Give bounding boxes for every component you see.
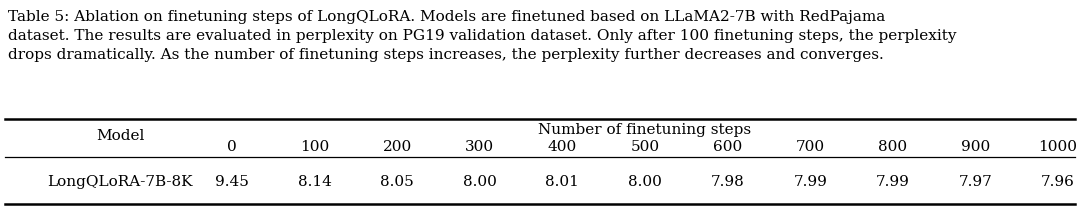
Text: 7.97: 7.97: [959, 175, 993, 189]
Text: 8.00: 8.00: [463, 175, 497, 189]
Text: 7.98: 7.98: [711, 175, 744, 189]
Text: 8.00: 8.00: [629, 175, 662, 189]
Text: 400: 400: [548, 140, 577, 154]
Text: dataset. The results are evaluated in perplexity on PG19 validation dataset. Onl: dataset. The results are evaluated in pe…: [8, 29, 957, 43]
Text: 1000: 1000: [1039, 140, 1078, 154]
Text: 600: 600: [713, 140, 742, 154]
Text: 8.01: 8.01: [545, 175, 579, 189]
Text: Table 5: Ablation on finetuning steps of LongQLoRA. Models are finetuned based o: Table 5: Ablation on finetuning steps of…: [8, 10, 886, 24]
Text: 700: 700: [796, 140, 825, 154]
Text: Model: Model: [96, 129, 145, 143]
Text: 8.14: 8.14: [298, 175, 332, 189]
Text: 8.05: 8.05: [380, 175, 414, 189]
Text: 0: 0: [227, 140, 237, 154]
Text: 100: 100: [300, 140, 329, 154]
Text: 7.96: 7.96: [1041, 175, 1075, 189]
Text: drops dramatically. As the number of finetuning steps increases, the perplexity : drops dramatically. As the number of fin…: [8, 48, 883, 62]
Text: 300: 300: [465, 140, 495, 154]
Text: 9.45: 9.45: [215, 175, 248, 189]
Text: 500: 500: [631, 140, 660, 154]
Text: 200: 200: [382, 140, 411, 154]
Text: Number of finetuning steps: Number of finetuning steps: [539, 123, 752, 137]
Text: 7.99: 7.99: [876, 175, 909, 189]
Text: LongQLoRA-7B-8K: LongQLoRA-7B-8K: [48, 175, 192, 189]
Text: 800: 800: [878, 140, 907, 154]
Text: 7.99: 7.99: [794, 175, 827, 189]
Text: 900: 900: [961, 140, 990, 154]
